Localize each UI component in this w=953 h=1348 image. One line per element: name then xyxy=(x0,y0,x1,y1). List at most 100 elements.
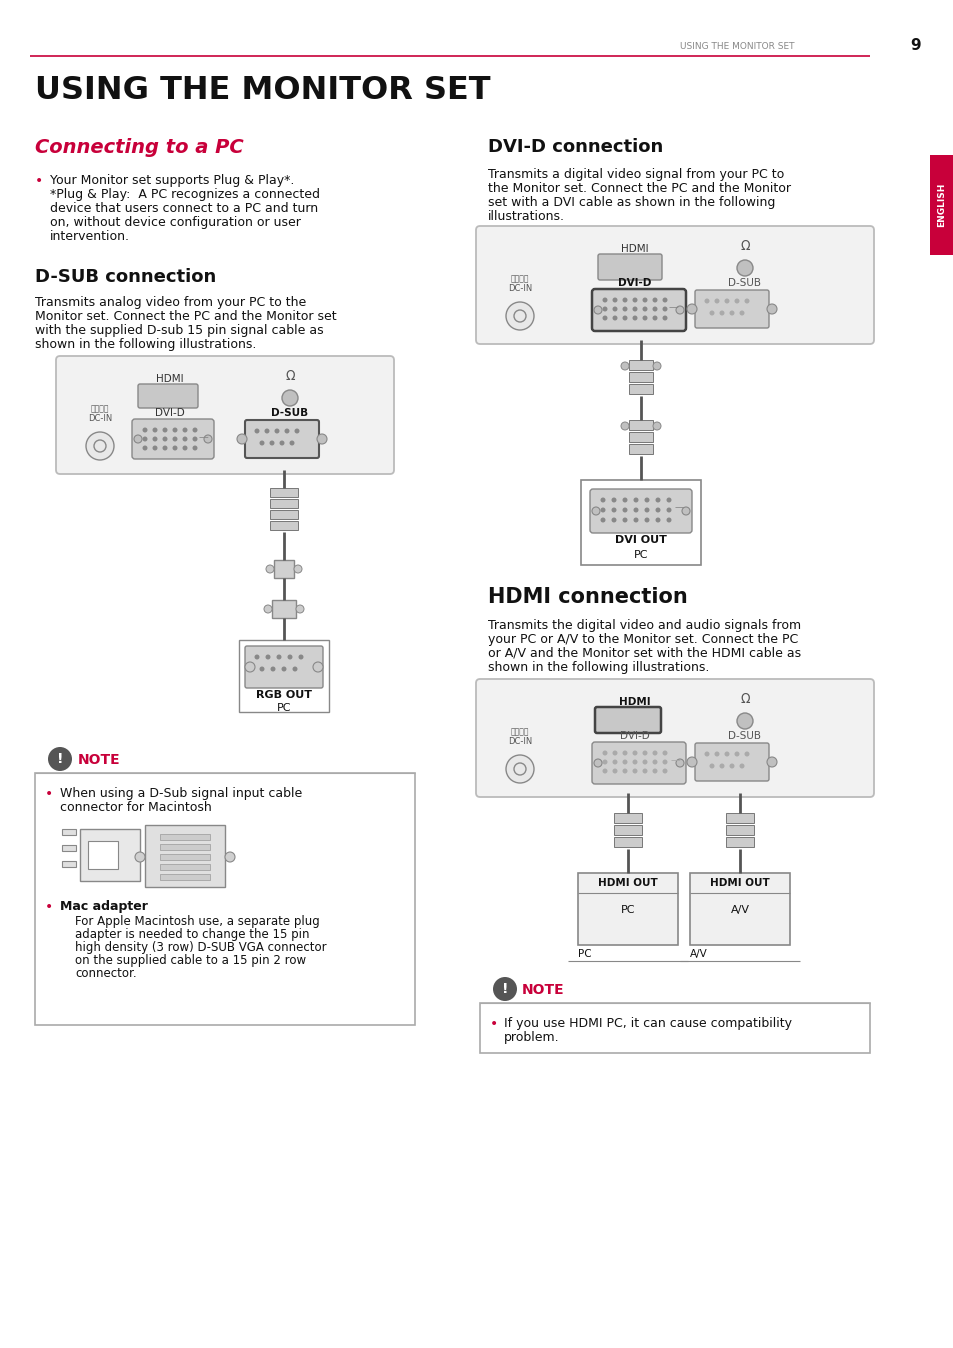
Circle shape xyxy=(622,315,627,321)
Circle shape xyxy=(766,305,776,314)
Circle shape xyxy=(652,298,657,302)
Circle shape xyxy=(723,751,729,756)
Text: DVI OUT: DVI OUT xyxy=(615,535,666,545)
Circle shape xyxy=(133,435,142,443)
Circle shape xyxy=(245,662,254,673)
Text: —: — xyxy=(198,431,208,442)
Bar xyxy=(929,155,953,255)
Circle shape xyxy=(661,751,667,755)
Circle shape xyxy=(622,507,627,512)
Circle shape xyxy=(666,507,671,512)
Circle shape xyxy=(661,298,667,302)
Circle shape xyxy=(632,759,637,764)
Bar xyxy=(725,825,753,834)
Circle shape xyxy=(676,759,683,767)
Circle shape xyxy=(652,751,657,755)
Circle shape xyxy=(592,507,599,515)
Circle shape xyxy=(152,445,157,450)
Circle shape xyxy=(655,507,659,512)
Circle shape xyxy=(686,758,697,767)
Circle shape xyxy=(709,310,714,315)
Circle shape xyxy=(594,759,601,767)
Circle shape xyxy=(269,441,274,445)
Bar xyxy=(35,772,415,1024)
Circle shape xyxy=(644,518,649,523)
FancyBboxPatch shape xyxy=(245,421,318,458)
FancyBboxPatch shape xyxy=(132,419,213,460)
Bar xyxy=(239,640,329,712)
Text: shown in the following illustrations.: shown in the following illustrations. xyxy=(488,661,709,674)
Circle shape xyxy=(602,759,607,764)
Text: PC: PC xyxy=(620,905,635,915)
Circle shape xyxy=(641,751,647,755)
Circle shape xyxy=(661,768,667,774)
Text: Mac adapter: Mac adapter xyxy=(60,900,148,913)
Text: •: • xyxy=(490,1016,497,1031)
Circle shape xyxy=(661,306,667,311)
Circle shape xyxy=(611,507,616,512)
Circle shape xyxy=(739,763,743,768)
Circle shape xyxy=(274,429,279,434)
Circle shape xyxy=(182,427,188,433)
Bar xyxy=(62,845,76,851)
Text: shown in the following illustrations.: shown in the following illustrations. xyxy=(35,338,256,350)
Bar xyxy=(160,834,210,840)
Circle shape xyxy=(644,497,649,503)
Text: —: — xyxy=(667,302,678,311)
Bar xyxy=(578,874,678,945)
Text: D-SUB connection: D-SUB connection xyxy=(35,268,216,286)
Circle shape xyxy=(743,298,749,303)
Text: adapter is needed to change the 15 pin: adapter is needed to change the 15 pin xyxy=(75,927,309,941)
Circle shape xyxy=(612,768,617,774)
Text: 电源输入: 电源输入 xyxy=(510,274,529,283)
Text: Ω: Ω xyxy=(740,693,749,706)
Circle shape xyxy=(281,666,286,671)
Circle shape xyxy=(633,507,638,512)
Circle shape xyxy=(266,565,274,573)
Circle shape xyxy=(641,315,647,321)
Text: PC: PC xyxy=(578,949,591,958)
Circle shape xyxy=(294,429,299,434)
Circle shape xyxy=(661,315,667,321)
Bar xyxy=(580,480,700,565)
Bar xyxy=(614,825,641,834)
Text: USING THE MONITOR SET: USING THE MONITOR SET xyxy=(679,42,794,51)
Circle shape xyxy=(162,437,168,442)
Text: or A/V and the Monitor set with the HDMI cable as: or A/V and the Monitor set with the HDMI… xyxy=(488,647,801,661)
Circle shape xyxy=(279,441,284,445)
Circle shape xyxy=(254,655,259,659)
Bar xyxy=(270,510,297,519)
Circle shape xyxy=(612,751,617,755)
FancyBboxPatch shape xyxy=(56,356,394,474)
Bar xyxy=(88,841,118,869)
Text: ENGLISH: ENGLISH xyxy=(937,183,945,228)
Circle shape xyxy=(644,507,649,512)
Text: your PC or A/V to the Monitor set. Connect the PC: your PC or A/V to the Monitor set. Conne… xyxy=(488,634,798,646)
FancyBboxPatch shape xyxy=(592,288,685,332)
Circle shape xyxy=(676,306,683,314)
Circle shape xyxy=(294,565,302,573)
Bar xyxy=(614,837,641,847)
FancyBboxPatch shape xyxy=(595,706,660,733)
Circle shape xyxy=(48,747,71,771)
Circle shape xyxy=(182,445,188,450)
Circle shape xyxy=(633,518,638,523)
Circle shape xyxy=(225,852,234,861)
Text: DVI-D: DVI-D xyxy=(619,731,649,741)
Bar xyxy=(62,829,76,834)
Circle shape xyxy=(505,755,534,783)
Text: USING THE MONITOR SET: USING THE MONITOR SET xyxy=(35,75,490,106)
Circle shape xyxy=(622,759,627,764)
Bar xyxy=(62,861,76,867)
Text: high density (3 row) D-SUB VGA connector: high density (3 row) D-SUB VGA connector xyxy=(75,941,326,954)
Circle shape xyxy=(652,768,657,774)
Circle shape xyxy=(316,434,327,443)
Circle shape xyxy=(652,422,660,430)
Circle shape xyxy=(641,759,647,764)
Text: !: ! xyxy=(56,752,63,766)
Text: •: • xyxy=(35,174,43,187)
Circle shape xyxy=(193,427,197,433)
Circle shape xyxy=(612,315,617,321)
Text: NOTE: NOTE xyxy=(521,983,564,998)
Text: PC: PC xyxy=(633,550,648,559)
